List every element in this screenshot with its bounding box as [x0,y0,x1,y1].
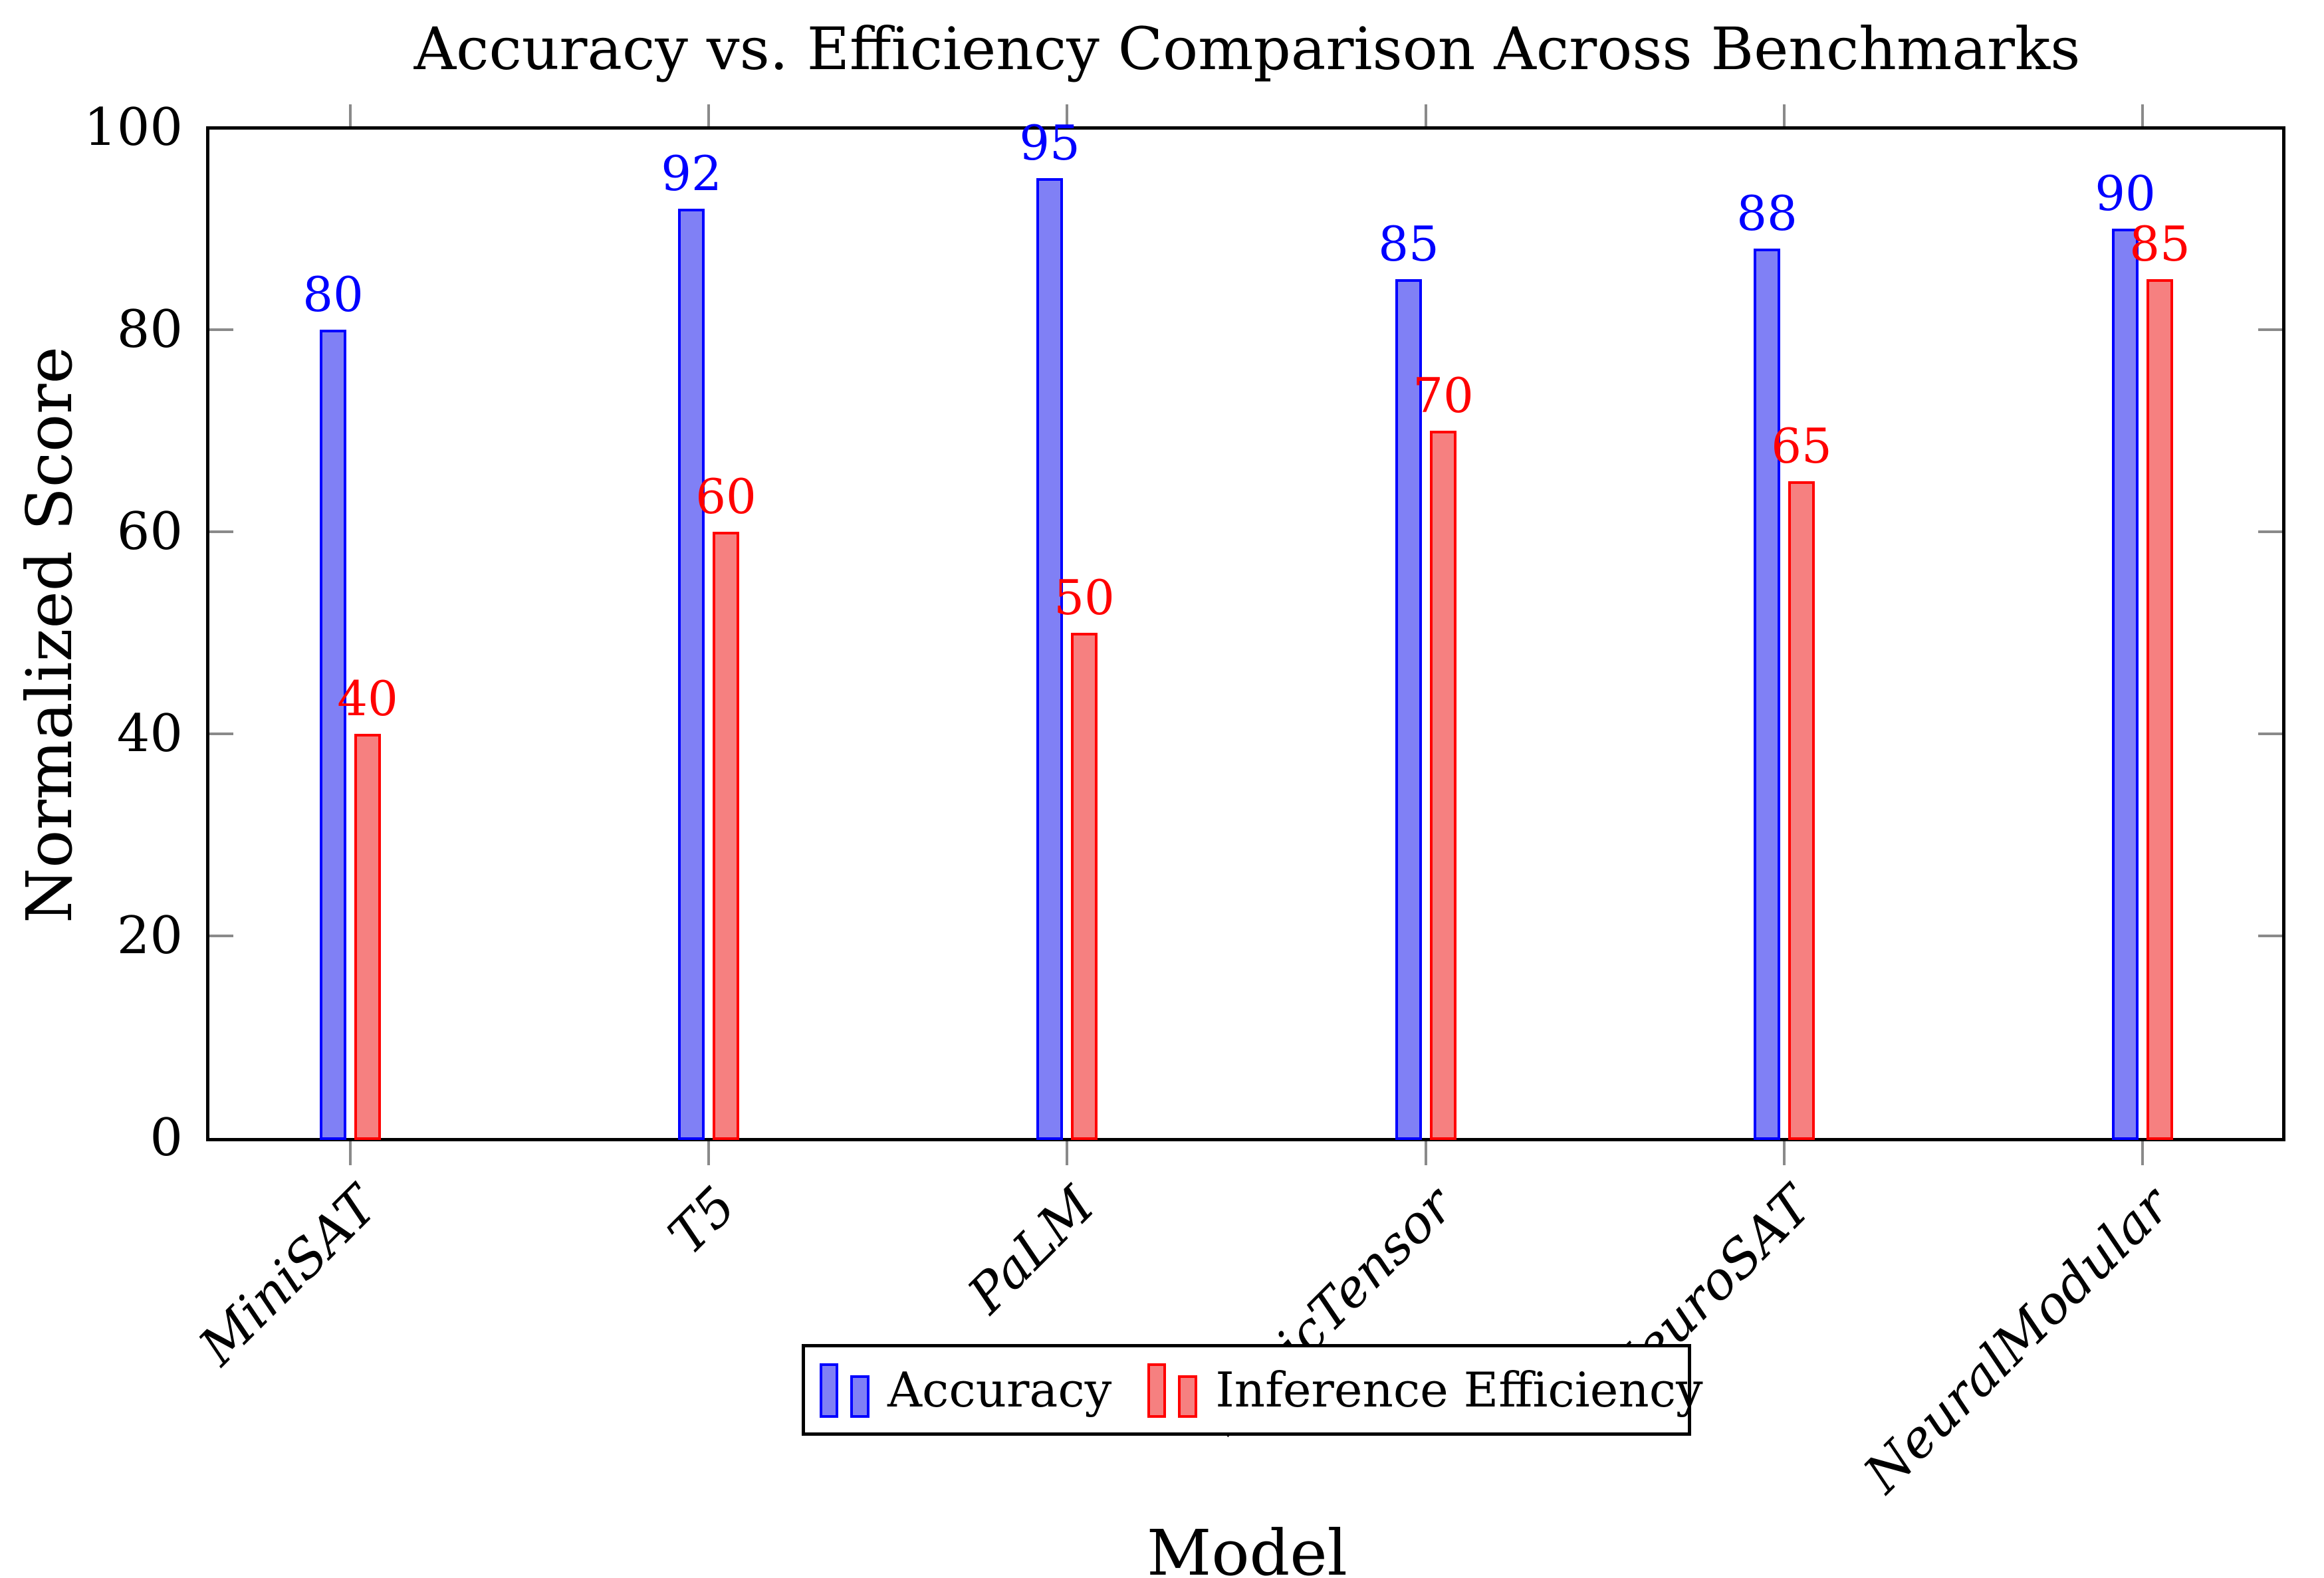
legend-label-inference-efficiency: Inference Efficiency [1215,1362,1703,1418]
legend-bar-short [850,1375,870,1418]
bar-accuracy-NeuralModular [2112,229,2139,1140]
y-tick-mark-right-60 [2258,530,2282,533]
x-category-label-NeuralModular: NeuralModular [1853,1176,2182,1505]
bar-inference-efficiency-NeuralModular [2147,279,2173,1140]
x-tick-mark-top-PaLM [1066,104,1068,126]
x-tick-mark-bottom-PaLM [1066,1141,1068,1165]
y-axis-label: Normalized Score [13,346,86,923]
bar-value-label-LogicTensor-1: 70 [1413,368,1474,423]
legend-label-accuracy: Accuracy [887,1362,1112,1418]
y-tick-mark-left-20 [209,935,233,937]
bar-value-label-PaLM-1: 50 [1054,570,1115,625]
x-category-label-MiniSAT: MiniSAT [188,1176,390,1377]
y-tick-label-100: 100 [84,98,183,158]
x-tick-mark-top-NeuroSAT [1783,104,1786,126]
x-tick-mark-top-LogicTensor [1425,104,1427,126]
y-tick-mark-right-80 [2258,328,2282,331]
x-tick-mark-bottom-T5 [707,1141,710,1165]
x-tick-mark-top-T5 [707,104,710,126]
legend-bar-short [1178,1375,1198,1418]
bar-value-label-LogicTensor-0: 85 [1378,216,1439,272]
bar-value-label-MiniSAT-0: 80 [302,267,364,322]
bar-accuracy-PaLM [1036,178,1063,1140]
legend-box: Accuracy Inference Efficiency [802,1344,1703,1436]
x-tick-mark-bottom-MiniSAT [349,1141,352,1165]
legend-glyph-inference-efficiency [1147,1359,1198,1420]
y-tick-label-20: 20 [116,906,183,966]
legend-glyph-accuracy [820,1359,870,1420]
plot-area-frame [206,126,2285,1141]
bar-value-label-MiniSAT-1: 40 [337,671,398,727]
bar-accuracy-NeuroSAT [1754,249,1780,1140]
legend-bar-tall [1147,1363,1167,1418]
x-tick-mark-bottom-NeuroSAT [1783,1141,1786,1165]
x-category-label-PaLM: PaLM [957,1176,1106,1325]
x-tick-mark-top-NeuralModular [2141,104,2144,126]
x-tick-mark-bottom-NeuralModular [2141,1141,2144,1165]
bar-accuracy-MiniSAT [320,330,346,1140]
bar-value-label-T5-0: 92 [661,146,722,201]
bar-value-label-T5-1: 60 [695,469,756,524]
bar-value-label-NeuroSAT-1: 65 [1771,418,1832,474]
bar-value-label-PaLM-0: 95 [1019,115,1080,171]
x-tick-mark-bottom-LogicTensor [1425,1141,1427,1165]
y-tick-label-80: 80 [116,300,183,360]
y-tick-mark-left-80 [209,328,233,331]
y-tick-label-60: 60 [116,502,183,562]
x-axis-label: Model [1147,1517,1347,1578]
bar-inference-efficiency-LogicTensor [1430,431,1456,1140]
y-tick-mark-right-40 [2258,733,2282,735]
bar-value-label-NeuralModular-0: 90 [2095,166,2156,221]
bar-accuracy-T5 [678,209,705,1140]
bar-inference-efficiency-T5 [713,532,739,1140]
bar-accuracy-LogicTensor [1395,279,1422,1140]
x-tick-mark-top-MiniSAT [349,104,352,126]
bar-inference-efficiency-MiniSAT [354,734,381,1140]
bar-inference-efficiency-NeuroSAT [1788,481,1815,1140]
y-tick-mark-left-40 [209,733,233,735]
bar-value-label-NeuroSAT-0: 88 [1736,185,1798,241]
y-tick-mark-left-60 [209,530,233,533]
bar-inference-efficiency-PaLM [1071,633,1098,1140]
y-tick-mark-right-20 [2258,935,2282,937]
chart-title: Accuracy vs. Efficiency Comparison Acros… [413,15,2081,83]
y-tick-label-0: 0 [150,1108,183,1168]
bar-value-label-NeuralModular-1: 85 [2129,216,2190,272]
x-category-label-T5: T5 [657,1176,748,1266]
legend-bar-tall [820,1363,838,1418]
y-tick-label-40: 40 [116,704,183,764]
